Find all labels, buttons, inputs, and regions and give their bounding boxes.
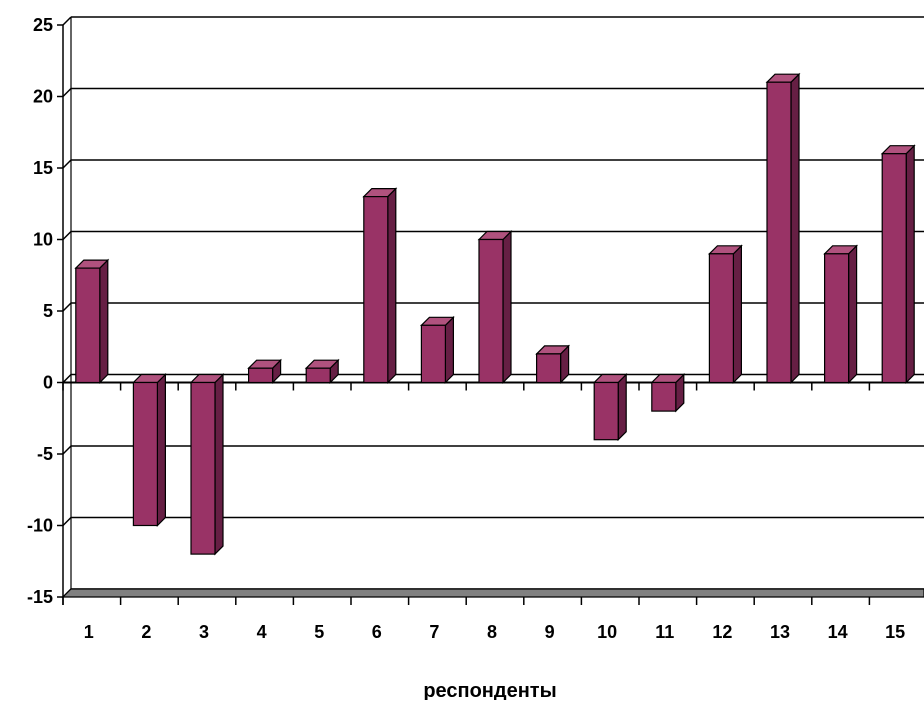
- bar: [765, 72, 801, 384]
- y-tick-label: -10: [27, 516, 53, 536]
- bar-side: [502, 230, 512, 384]
- x-tick-label: 11: [655, 622, 674, 642]
- y-tick-label: -5: [37, 444, 53, 464]
- bar-side: [905, 144, 915, 384]
- gridline-connector: [62, 230, 72, 241]
- x-tick-label: 1: [84, 622, 94, 642]
- x-tick-label: 8: [487, 622, 497, 642]
- bar-front: [881, 153, 907, 384]
- x-tick-label: 7: [429, 622, 439, 642]
- y-tick-label: 20: [33, 87, 53, 107]
- gridline-connector: [62, 373, 72, 384]
- bar: [419, 315, 455, 384]
- bar-side: [387, 187, 397, 384]
- x-tick-label: 12: [712, 622, 732, 642]
- bar-front: [248, 367, 274, 384]
- bar: [477, 230, 513, 384]
- bar: [131, 373, 167, 527]
- x-tick-label: 13: [770, 622, 790, 642]
- y-tick-label: 0: [43, 373, 53, 393]
- y-tick-labels: -15 -10 -5 0 5 10 15 20 25: [27, 15, 53, 607]
- x-tick-label: 9: [545, 622, 555, 642]
- y-tick-label: 5: [43, 301, 53, 321]
- bar-side: [617, 373, 627, 442]
- x-tick-label: 6: [372, 622, 382, 642]
- bar: [304, 358, 340, 384]
- x-tick-label: 3: [199, 622, 209, 642]
- bar: [362, 187, 398, 384]
- bar-side: [214, 373, 224, 556]
- bar-front: [132, 381, 158, 527]
- y-tick-label: 15: [33, 158, 53, 178]
- x-tick-label: 5: [314, 622, 324, 642]
- bar: [247, 358, 283, 384]
- gridline-connector: [62, 16, 72, 26]
- x-tick-label: 14: [828, 622, 848, 642]
- bar-front: [420, 324, 446, 384]
- x-tick-label: 2: [141, 622, 151, 642]
- bar-front: [766, 81, 792, 384]
- bar-front: [363, 196, 389, 384]
- bar: [189, 373, 225, 556]
- bar: [74, 258, 110, 384]
- bar-front: [478, 238, 504, 384]
- bar-side: [732, 244, 743, 384]
- bar: [707, 244, 743, 384]
- bar-front: [535, 353, 562, 384]
- bar-side: [99, 258, 109, 384]
- bar: [650, 373, 686, 413]
- bar-front: [305, 367, 331, 384]
- gridline-connector: [62, 159, 72, 169]
- bar-front: [593, 381, 619, 441]
- bar-side: [444, 315, 454, 384]
- bar-front: [823, 253, 850, 384]
- bar: [880, 144, 916, 384]
- bars: [74, 72, 916, 556]
- chart-floor: [61, 588, 924, 598]
- y-tick-label: -15: [27, 587, 53, 607]
- gridline-connector: [62, 87, 72, 98]
- gridline-connector: [62, 516, 72, 527]
- bar: [592, 373, 628, 442]
- y-tick-label: 25: [33, 15, 53, 35]
- x-tick-label: 10: [597, 622, 617, 642]
- x-tick-label: 15: [885, 622, 905, 642]
- x-axis-title: респонденты: [423, 680, 556, 700]
- bar: [535, 344, 571, 384]
- bar-front: [75, 267, 101, 384]
- bar-side: [156, 373, 166, 527]
- y-tick-label: 10: [33, 230, 53, 250]
- gridline-connector: [62, 302, 72, 312]
- bar-front: [190, 381, 216, 555]
- bar-front: [651, 381, 677, 412]
- x-tick-labels: 1 2 3 4 5 6 7 8 9 10 11 12 13 14 15: [84, 622, 905, 642]
- bar-front: [708, 253, 735, 384]
- bar: [823, 244, 859, 384]
- bar-side: [790, 72, 800, 384]
- bar-side: [847, 244, 858, 384]
- x-tick-label: 4: [257, 622, 267, 642]
- gridline-connector: [62, 445, 72, 455]
